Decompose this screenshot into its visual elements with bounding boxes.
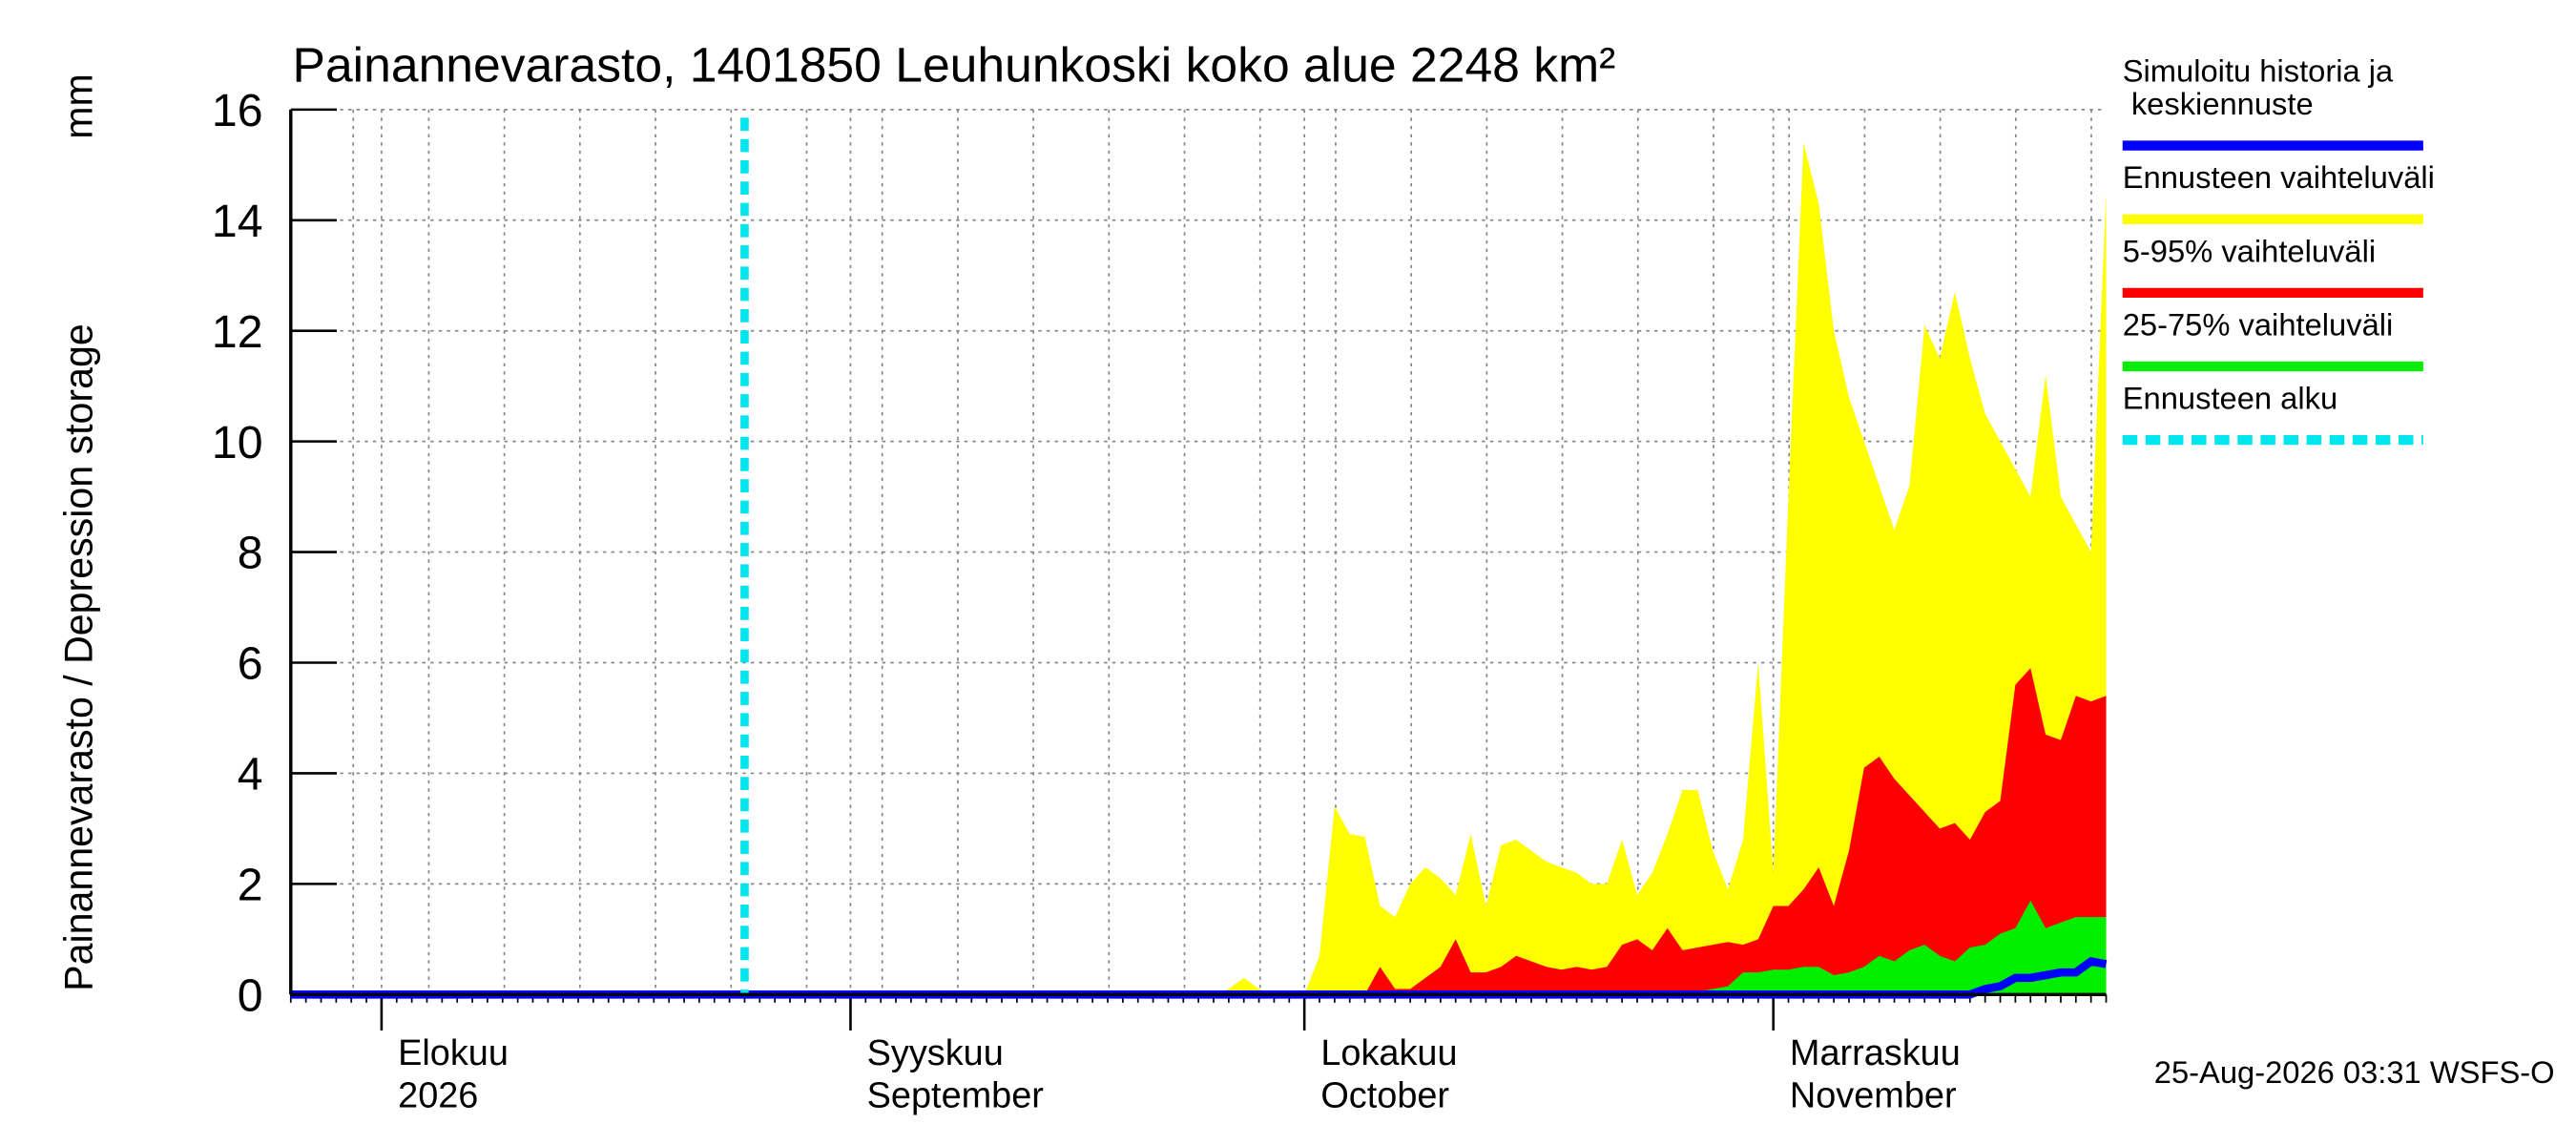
y-tick-label: 6 (238, 638, 263, 690)
y-tick-label: 0 (238, 970, 263, 1022)
legend-label: Simuloitu historia ja keskiennuste (2123, 53, 2394, 121)
area (290, 900, 2107, 995)
y-axis-label: Painannevarasto / Depression storage (56, 323, 100, 991)
x-tick-label: Elokuu (398, 1033, 509, 1073)
x-tick-sublabel: September (867, 1076, 1044, 1116)
area (290, 142, 2107, 995)
footer: 25-Aug-2026 03:31 WSFS-O (2154, 1054, 2555, 1090)
legend-label: Ennusteen alku (2123, 381, 2337, 416)
legend-label: 5-95% vaihteluväli (2123, 233, 2376, 268)
y-tick-label: 2 (238, 860, 263, 911)
y-tick-label: 16 (212, 85, 263, 136)
x-tick-sublabel: October (1320, 1076, 1449, 1116)
legend-label: Ennusteen vaihteluväli (2123, 159, 2435, 195)
x-tick-label: Syyskuu (867, 1033, 1004, 1073)
chart-title: Painannevarasto, 1401850 Leuhunkoski kok… (293, 37, 1616, 93)
y-tick-label: 10 (212, 417, 263, 468)
y-tick-label: 14 (212, 196, 263, 247)
x-tick-label: Marraskuu (1790, 1033, 1961, 1073)
x-tick-sublabel: November (1790, 1076, 1957, 1116)
y-axis-unit: mm (56, 73, 100, 139)
x-tick-label: Lokakuu (1320, 1033, 1457, 1073)
legend-label: 25-75% vaihteluväli (2123, 306, 2394, 342)
y-tick-label: 12 (212, 306, 263, 358)
y-tick-label: 8 (238, 528, 263, 579)
x-tick-sublabel: 2026 (398, 1076, 478, 1116)
y-tick-label: 4 (238, 749, 263, 801)
